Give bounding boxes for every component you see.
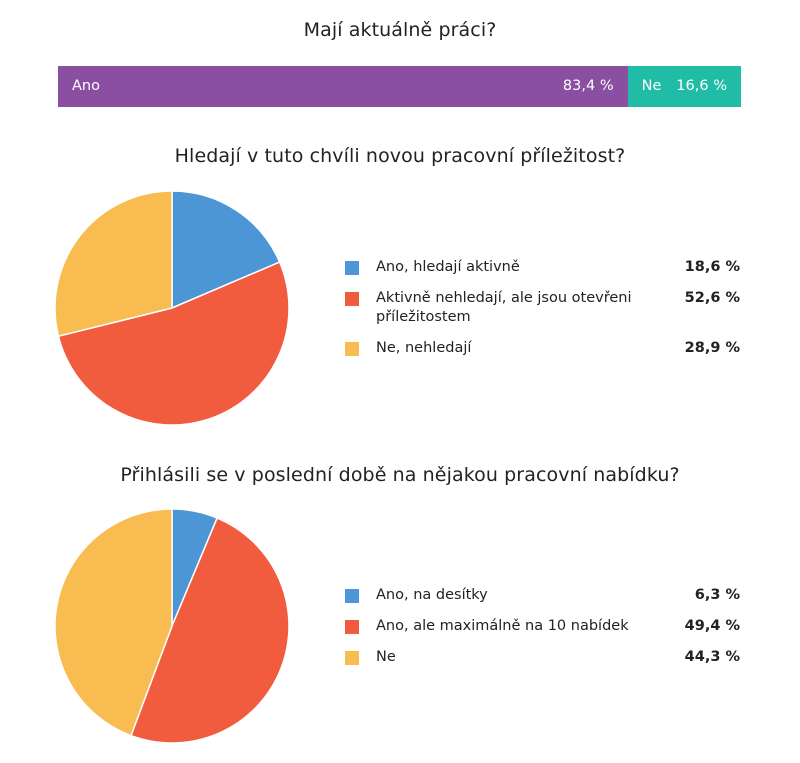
chart-title-applied: Přihlásili se v poslední době na nějakou…: [120, 464, 680, 486]
legend-swatch: [345, 292, 359, 306]
legend-label: Ano, na desítky: [376, 587, 488, 603]
legend-swatch: [345, 620, 359, 634]
legend-swatch: [345, 342, 359, 356]
legend-label: Aktivně nehledají, ale jsou otevřeni pří…: [376, 290, 632, 325]
legend-value: 44,3 %: [684, 649, 740, 665]
pie-slice-1: [57, 261, 290, 426]
bar-segment-1: Ne 16,6 %: [627, 66, 741, 107]
chart-title-work: Mají aktuálně práci?: [303, 19, 497, 41]
legend-item: Ne 44,3 %: [345, 648, 740, 667]
pie-slice-0: [171, 190, 281, 309]
bar-segment-label: Ne: [641, 78, 662, 94]
stacked-bar-work: Ano 83,4 % Ne 16,6 %: [58, 66, 741, 107]
legend-item: Ne, nehledají 28,9 %: [345, 339, 740, 358]
legend-item: Ano, ale maximálně na 10 nabídek 49,4 %: [345, 617, 740, 636]
legend-value: 18,6 %: [684, 259, 740, 275]
legend-swatch: [345, 261, 359, 275]
legend-label: Ano, ale maximálně na 10 nabídek: [376, 618, 629, 634]
legend-value: 6,3 %: [694, 587, 740, 603]
legend-item: Ano, na desítky 6,3 %: [345, 586, 740, 605]
legend-swatch: [345, 589, 359, 603]
pie-slice-2: [54, 190, 173, 337]
legend-applied: Ano, na desítky 6,3 % Ano, ale maximálně n…: [345, 586, 740, 679]
legend-label: Ne: [376, 649, 396, 665]
bar-segment-value: 83,4 %: [562, 78, 614, 94]
legend-value: 49,4 %: [684, 618, 740, 634]
pie-chart-seeking: [54, 190, 290, 426]
chart-title-seeking: Hledají v tuto chvíli novou pracovní pří…: [174, 145, 626, 167]
pie-slice-2: [54, 508, 173, 737]
legend-label: Ne, nehledají: [376, 340, 472, 356]
legend-seeking: Ano, hledají aktivně 18,6 % Aktivně nehled…: [345, 258, 740, 370]
legend-swatch: [345, 651, 359, 665]
legend-value: 28,9 %: [684, 340, 740, 356]
legend-item: Ano, hledají aktivně 18,6 %: [345, 258, 740, 277]
bar-segment-label: Ano: [72, 78, 100, 94]
legend-label: Ano, hledají aktivně: [376, 259, 520, 275]
bar-segment-0: Ano 83,4 %: [58, 66, 628, 107]
legend-item: Aktivně nehledají, ale jsou otevřeni pří…: [345, 289, 740, 327]
pie-slice-1: [130, 517, 290, 744]
legend-value: 52,6 %: [684, 290, 740, 306]
bar-segment-value: 16,6 %: [676, 78, 727, 94]
pie-chart-applied: [54, 508, 290, 744]
